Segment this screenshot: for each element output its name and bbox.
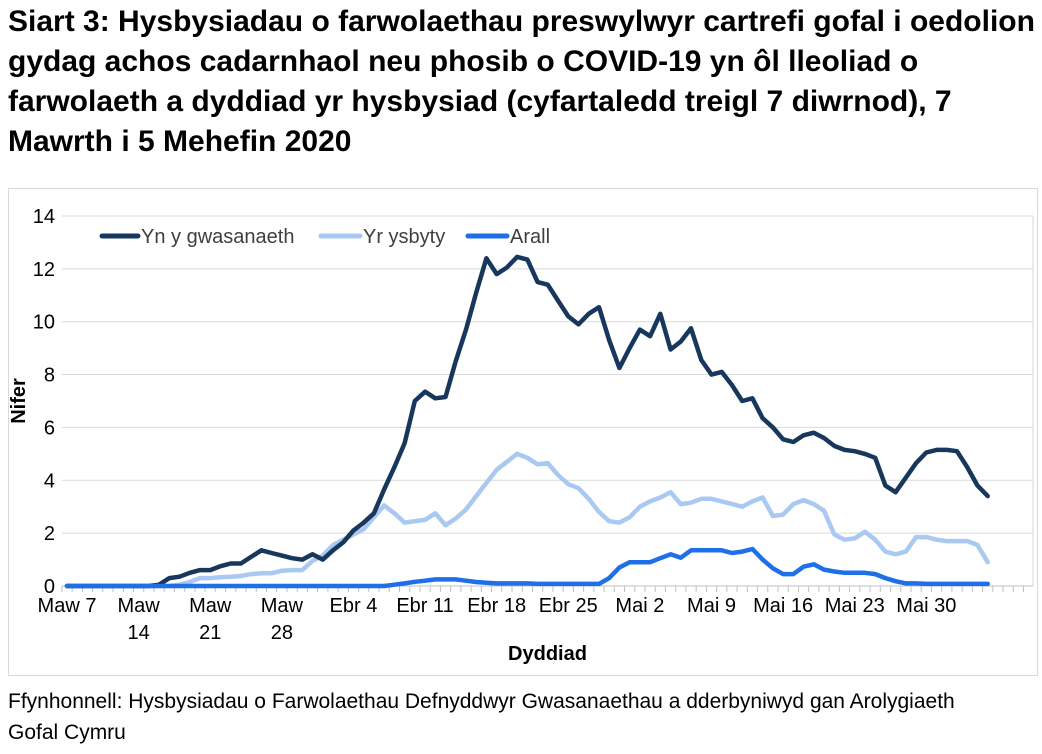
y-tick-label: 2 bbox=[44, 523, 55, 545]
y-tick-label: 14 bbox=[33, 206, 55, 228]
chart-svg: 0 2 4 6 8 10 12 14 Maw 7 Maw 14 Maw 21 Maw 28 Ebr 4 Ebr… bbox=[10, 206, 1034, 665]
x-tick-label: 28 bbox=[271, 622, 293, 644]
x-axis-title: Dyddiad bbox=[508, 643, 587, 665]
legend: Yn y gwasanaeth Yr ysbyty Arall bbox=[99, 226, 550, 248]
y-tick-label: 12 bbox=[33, 259, 55, 281]
x-tick-label: Mai 16 bbox=[753, 595, 813, 617]
x-tick-label: Mai 30 bbox=[896, 595, 956, 617]
y-axis-title: Nifer bbox=[10, 378, 30, 424]
chart-title: Siart 3: Hysbysiadau o farwolaethau pres… bbox=[8, 5, 1035, 158]
x-tick-label: Mai 2 bbox=[615, 595, 664, 617]
x-tick-label: 14 bbox=[127, 622, 149, 644]
y-axis-labels: 0 2 4 6 8 10 12 14 bbox=[33, 206, 55, 598]
series-lines bbox=[64, 254, 990, 589]
x-tick-label: Ebr 4 bbox=[330, 595, 378, 617]
y-tick-label: 10 bbox=[33, 312, 55, 334]
legend-label-1: Yn y gwasanaeth bbox=[141, 226, 294, 248]
series-line-yn-y-gwasanaeth bbox=[64, 254, 990, 589]
x-tick-label: Ebr 11 bbox=[396, 595, 453, 617]
x-tick-label: Maw bbox=[117, 595, 160, 617]
x-tick-label: Maw bbox=[189, 595, 232, 617]
axis-ticks bbox=[61, 586, 1025, 592]
x-tick-label: Mai 23 bbox=[825, 595, 885, 617]
series-line-arall bbox=[64, 546, 990, 589]
x-tick-label: Ebr 25 bbox=[539, 595, 598, 617]
gridlines bbox=[62, 215, 1034, 587]
legend-label-2: Yr ysbyty bbox=[363, 226, 445, 248]
x-tick-label: Maw 7 bbox=[38, 595, 97, 617]
x-tick-label: Maw bbox=[261, 595, 304, 617]
x-tick-label: Ebr 18 bbox=[467, 595, 526, 617]
axis-titles: Nifer Dyddiad bbox=[10, 378, 587, 665]
y-tick-label: 4 bbox=[44, 470, 55, 492]
source-note: Ffynhonnell: Hysbysiadau o Farwolaethau … bbox=[8, 690, 955, 744]
legend-label-3: Arall bbox=[510, 226, 550, 248]
y-tick-label: 6 bbox=[44, 417, 55, 439]
series-line-yr-ysbyty bbox=[64, 451, 990, 589]
y-tick-label: 8 bbox=[44, 365, 55, 387]
x-axis-labels: Maw 7 Maw 14 Maw 21 Maw 28 Ebr 4 Ebr 11 Ebr 18 Ebr… bbox=[38, 595, 957, 644]
y-tick-label: 0 bbox=[44, 576, 55, 598]
x-tick-label: Mai 9 bbox=[687, 595, 736, 617]
x-tick-label: 21 bbox=[199, 622, 221, 644]
